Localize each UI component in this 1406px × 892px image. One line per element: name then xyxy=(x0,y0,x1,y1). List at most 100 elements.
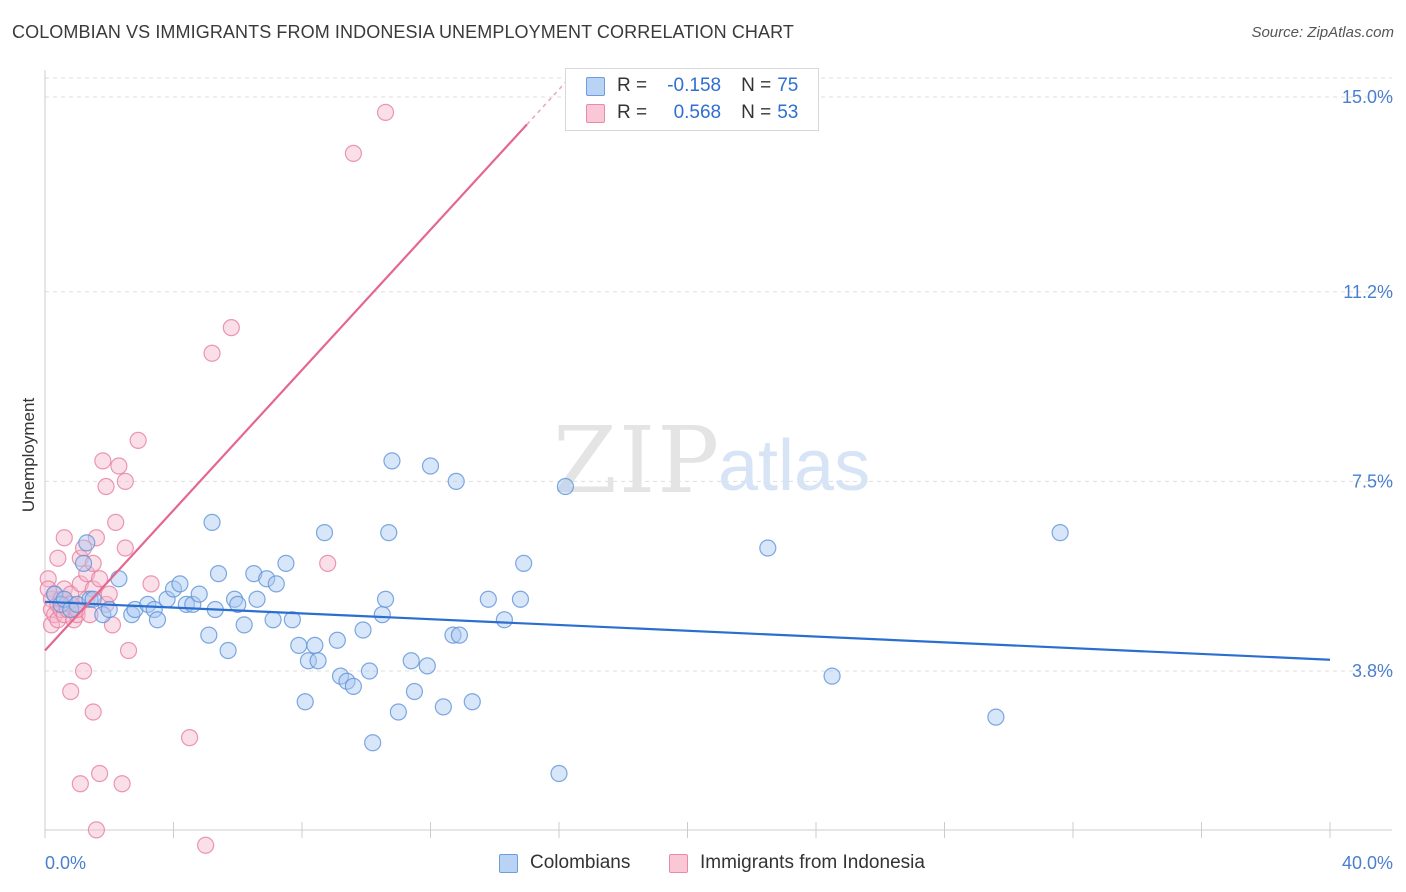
colombian-point xyxy=(190,585,208,603)
colombian-point xyxy=(277,554,295,572)
chart-source: Source: ZipAtlas.com xyxy=(1251,24,1394,41)
colombian-point xyxy=(264,611,282,629)
x-tick-label-min: 0.0% xyxy=(45,853,86,873)
series-legend: Colombians Immigrants from Indonesia xyxy=(0,852,1406,876)
gridlines xyxy=(44,77,1392,838)
legend-n-value: 53 xyxy=(777,102,799,123)
legend-n-label: N = xyxy=(741,75,772,96)
indonesia-point xyxy=(116,539,134,557)
y-tick-label: 3.8% xyxy=(1352,661,1393,681)
colombian-point xyxy=(306,636,324,654)
colombian-point xyxy=(373,606,391,624)
colombian-point xyxy=(74,554,93,572)
indonesia-point xyxy=(91,764,109,783)
indonesia-point xyxy=(222,319,240,337)
legend-n-value: 75 xyxy=(777,75,799,96)
colombian-point xyxy=(447,472,465,490)
colombian-point xyxy=(550,764,568,783)
colombian-point xyxy=(258,570,276,588)
indonesia-point xyxy=(78,565,96,583)
legend-r-value: 0.568 xyxy=(673,102,722,123)
indonesia-points xyxy=(39,103,395,854)
indonesia-point xyxy=(71,775,89,793)
legend-swatch-blue xyxy=(499,853,518,873)
colombian-point xyxy=(450,626,469,644)
legend-item-indonesia[interactable]: Immigrants from Indonesia xyxy=(669,852,925,874)
indonesia-point xyxy=(376,103,395,121)
colombian-point xyxy=(389,703,407,721)
indonesia-trend-extension xyxy=(526,74,573,126)
colombian-point xyxy=(479,590,497,608)
colombian-point xyxy=(296,693,314,711)
y-tick-label: 7.5% xyxy=(1352,471,1393,491)
colombian-point xyxy=(229,595,247,613)
x-tick-label-max: 40.0% xyxy=(1342,853,1393,873)
colombian-point xyxy=(110,570,128,588)
colombian-point xyxy=(444,626,462,644)
legend-swatch-blue xyxy=(586,76,605,96)
legend-r-label: R = xyxy=(617,102,648,123)
indonesia-point xyxy=(107,513,125,531)
y-tick-label: 11.2% xyxy=(1343,282,1393,302)
legend-row-indonesia: R = 0.568 N = 53 xyxy=(586,101,798,125)
colombian-point xyxy=(219,641,237,660)
indonesia-point xyxy=(116,472,134,490)
indonesia-point xyxy=(87,529,106,547)
colombian-point xyxy=(383,452,401,470)
colombian-point xyxy=(759,539,777,557)
colombian-point xyxy=(171,575,189,593)
trend-lines xyxy=(44,74,1331,661)
y-tick-labels: 3.8% 7.5% 11.2% 15.0% xyxy=(1342,87,1393,681)
colombian-point xyxy=(354,621,372,639)
legend-item-colombians[interactable]: Colombians xyxy=(499,852,630,874)
indonesia-point xyxy=(84,703,102,721)
colombian-point xyxy=(421,457,440,475)
indonesia-point xyxy=(119,641,138,660)
y-axis-label: Unemployment xyxy=(19,398,38,513)
indonesia-point xyxy=(319,554,337,572)
axes xyxy=(44,70,1392,831)
legend-r-label: R = xyxy=(617,75,648,96)
indonesia-point xyxy=(344,144,362,162)
watermark-zip: ZIP xyxy=(553,407,721,514)
colombian-point xyxy=(380,524,398,542)
colombian-point xyxy=(434,698,452,716)
colombian-point xyxy=(200,626,218,644)
indonesia-point xyxy=(129,431,147,449)
colombian-point xyxy=(376,590,395,608)
indonesia-point xyxy=(94,452,112,470)
legend-label: Colombians xyxy=(530,852,631,873)
colombian-point xyxy=(987,708,1005,726)
legend-n-label: N = xyxy=(741,102,772,123)
colombian-point xyxy=(823,667,841,685)
colombian-point xyxy=(418,657,436,675)
colombian-point xyxy=(225,590,244,608)
colombian-point xyxy=(203,513,221,531)
colombian-point xyxy=(364,734,382,752)
colombian-point xyxy=(495,611,513,629)
colombian-point xyxy=(283,611,301,629)
legend-swatch-pink xyxy=(586,103,605,123)
colombian-trend-line xyxy=(44,600,1331,661)
watermark: ZIP atlas xyxy=(553,407,870,514)
colombian-point xyxy=(315,524,334,542)
indonesia-point xyxy=(71,549,89,567)
chart-title: COLOMBIAN VS IMMIGRANTS FROM INDONESIA U… xyxy=(12,22,794,42)
colombian-points xyxy=(46,452,1069,783)
indonesia-point xyxy=(74,662,93,680)
colombian-point xyxy=(515,554,533,572)
colombian-point xyxy=(405,682,424,701)
colombian-point xyxy=(309,652,327,670)
colombian-point xyxy=(248,590,266,608)
colombian-point xyxy=(344,677,362,695)
indonesia-point xyxy=(197,836,215,854)
indonesia-point xyxy=(62,682,80,701)
colombian-point xyxy=(148,611,167,629)
indonesia-point xyxy=(142,575,160,593)
legend-label: Immigrants from Indonesia xyxy=(700,852,925,873)
watermark-atlas: atlas xyxy=(718,426,870,506)
colombian-point xyxy=(402,652,420,670)
legend-r-value: -0.158 xyxy=(667,75,722,96)
colombian-point xyxy=(556,477,575,496)
